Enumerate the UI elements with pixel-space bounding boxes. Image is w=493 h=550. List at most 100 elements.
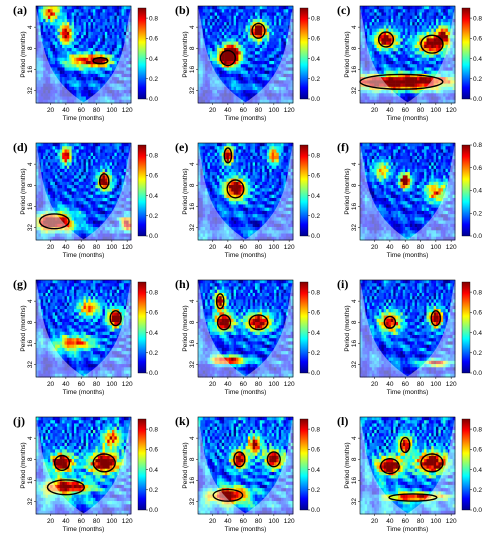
x-tick-label: 120 [284, 244, 295, 251]
colorbar-tick-label: 0.4 [149, 330, 158, 337]
y-tick-label: 4 [351, 162, 358, 166]
x-tick-label: 100 [106, 518, 117, 525]
colorbar-tick-label: 0.0 [149, 507, 158, 514]
panel-g: 20 40 60 80 100 120 Time (months) 4 8 16 32 Period … [13, 277, 158, 396]
colorbar-tick-label: 0.0 [473, 507, 482, 514]
y-tick-label: 32 [189, 224, 196, 232]
y-tick-label: 16 [189, 202, 196, 210]
plot-frame [359, 279, 456, 378]
panel-label: (j) [13, 414, 25, 428]
colorbar-tick-label: 0.8 [311, 426, 320, 433]
y-tick-label: 4 [189, 25, 196, 29]
y-tick-label: 4 [351, 25, 358, 29]
y-tick-label: 8 [189, 320, 196, 324]
x-tick-label: 80 [417, 107, 425, 114]
x-tick-label: 80 [417, 518, 425, 525]
significance-contours [215, 293, 269, 331]
y-tick-label: 8 [27, 320, 34, 324]
panel-label: (b) [175, 3, 190, 17]
x-tick-label: 120 [122, 244, 133, 251]
colorbar [461, 281, 471, 374]
colorbar-tick-label: 0.4 [473, 56, 482, 63]
panel-e: 20 40 60 80 100 120 Time (months) 4 8 16 32 Period … [175, 140, 320, 259]
x-tick-label: 40 [224, 518, 232, 525]
x-tick-label: 80 [255, 518, 263, 525]
colorbar-tick-label: 0.4 [311, 467, 320, 474]
cone-of-influence [360, 417, 455, 514]
x-axis-label: Time (months) [63, 252, 105, 259]
colorbar-tick-label: 0.6 [149, 310, 158, 317]
colorbar-tick-label: 0.6 [149, 36, 158, 43]
y-tick-label: 4 [351, 299, 358, 303]
y-tick-label: 16 [351, 476, 358, 484]
x-tick-label: 40 [224, 244, 232, 251]
y-tick-label: 32 [189, 361, 196, 369]
x-tick-label: 20 [47, 518, 55, 525]
y-axis-label: Period (months) [182, 31, 189, 77]
plot-frame [359, 416, 456, 515]
panel-label: (h) [175, 277, 190, 291]
x-axis-label: Time (months) [387, 389, 429, 396]
x-tick-label: 60 [78, 518, 86, 525]
significance-contour [380, 457, 400, 475]
y-axis-label: Period (months) [182, 442, 189, 488]
y-tick-label: 8 [27, 457, 34, 461]
x-tick-label: 80 [417, 244, 425, 251]
x-tick-label: 120 [446, 107, 457, 114]
y-axis-label: Period (months) [182, 168, 189, 214]
cone-of-influence [360, 6, 455, 103]
y-tick-label: 32 [27, 361, 34, 369]
colorbar [137, 418, 147, 511]
significance-contour [216, 314, 232, 331]
x-tick-label: 80 [93, 107, 101, 114]
x-axis-label: Time (months) [63, 115, 105, 122]
colorbar-tick-label: 0.8 [473, 15, 482, 22]
x-axis-label: Time (months) [225, 389, 267, 396]
x-tick-label: 60 [240, 107, 248, 114]
x-axis-label: Time (months) [63, 526, 105, 533]
plot-frame [35, 142, 132, 241]
significance-contour [53, 454, 71, 472]
x-tick-label: 60 [402, 244, 410, 251]
colorbar [137, 7, 147, 100]
significance-contour [226, 179, 245, 199]
colorbar-tick-label: 0.0 [311, 96, 320, 103]
x-tick-label: 60 [78, 381, 86, 388]
x-tick-label: 60 [402, 518, 410, 525]
panel-label: (a) [13, 3, 27, 17]
colorbar-tick-label: 0.2 [311, 213, 320, 220]
significance-contour [39, 213, 70, 230]
colorbar-tick-label: 0.0 [473, 233, 482, 240]
x-tick-label: 100 [106, 244, 117, 251]
x-tick-label: 40 [224, 381, 232, 388]
colorbar-tick-label: 0.8 [473, 142, 482, 149]
colorbar-tick-label: 0.6 [311, 173, 320, 180]
x-tick-label: 20 [209, 244, 217, 251]
plot-frame [35, 279, 132, 378]
x-tick-label: 120 [446, 518, 457, 525]
plot-frame [197, 279, 294, 378]
x-tick-label: 20 [371, 381, 379, 388]
heatmap [198, 143, 294, 241]
colorbar-tick-label: 0.2 [149, 213, 158, 220]
heatmap [360, 143, 456, 241]
significance-contour [215, 293, 225, 310]
y-axis-label: Period (months) [182, 305, 189, 351]
y-tick-label: 8 [27, 183, 34, 187]
cone-of-influence [36, 417, 131, 514]
cone-of-influence [360, 280, 455, 377]
y-tick-label: 4 [27, 162, 34, 166]
plot-frame [197, 416, 294, 515]
colorbar [461, 144, 471, 237]
panel-label: (d) [13, 140, 28, 154]
colorbar-tick-label: 0.6 [473, 165, 482, 172]
x-tick-label: 20 [371, 107, 379, 114]
colorbar [461, 418, 471, 511]
panel-label: (i) [337, 277, 348, 291]
colorbar-tick-label: 0.0 [149, 96, 158, 103]
y-tick-label: 32 [27, 498, 34, 506]
significance-contours [219, 22, 266, 67]
x-tick-label: 40 [62, 107, 70, 114]
significance-contour [266, 451, 281, 468]
